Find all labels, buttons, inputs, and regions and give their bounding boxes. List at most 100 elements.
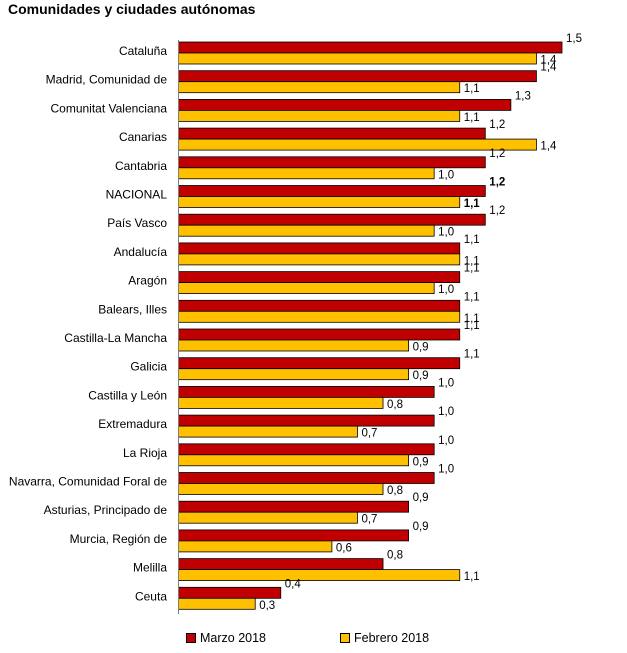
- value-label-murcia-region-de-febrero-2018: 0,6: [336, 542, 352, 554]
- legend-label-marzo: Marzo 2018: [200, 631, 267, 645]
- bar-madrid-comunidad-de-marzo-2018: [178, 70, 537, 83]
- bar-castilla-y-leon-marzo-2018: [178, 385, 435, 398]
- bar-castilla-la-mancha-febrero-2018: [178, 339, 410, 352]
- bar-madrid-comunidad-de-febrero-2018: [178, 81, 461, 94]
- bar-pais-vasco-marzo-2018: [178, 213, 486, 226]
- value-label-canarias-marzo-2018: 1,2: [489, 119, 505, 131]
- labels-group: Cataluña 1,5 1,4 Madrid, Comunidad de 1,4 1,1…: [9, 33, 582, 612]
- bar-nacional-marzo-2018: [178, 185, 486, 197]
- value-label-la-rioja-febrero-2018: 0,9: [413, 456, 429, 468]
- category-label-madrid-comunidad-de: Madrid, Comunidad de: [46, 73, 168, 87]
- value-label-madrid-comunidad-de-marzo-2018: 1,4: [540, 62, 557, 74]
- value-label-andalucia-marzo-2018: 1,1: [464, 234, 480, 246]
- chart-title: Comunidades y ciudades autónomas: [8, 1, 256, 17]
- legend-swatch-marzo: [186, 633, 196, 643]
- value-label-canarias-febrero-2018: 1,4: [540, 141, 557, 153]
- value-label-madrid-comunidad-de-febrero-2018: 1,1: [464, 83, 480, 95]
- legend-item-marzo: Marzo 2018: [186, 631, 266, 645]
- value-label-navarra-comunidad-foral-de-marzo-2018: 1,0: [438, 464, 454, 476]
- bar-canarias-febrero-2018: [178, 138, 537, 151]
- bar-ceuta-febrero-2018: [178, 597, 256, 610]
- value-label-nacional-marzo-2018: 1,2: [489, 177, 505, 189]
- value-label-balears-illes-febrero-2018: 1,1: [464, 313, 480, 325]
- category-label-aragon: Aragón: [128, 274, 167, 288]
- value-label-aragon-febrero-2018: 1,0: [438, 284, 454, 296]
- value-label-ceuta-febrero-2018: 0,3: [259, 600, 275, 612]
- bar-balears-illes-febrero-2018: [178, 310, 461, 323]
- bar-comunitat-valenciana-marzo-2018: [178, 99, 512, 111]
- legend-label-febrero: Febrero 2018: [354, 631, 430, 645]
- category-label-ceuta: Ceuta: [135, 589, 167, 603]
- value-label-murcia-region-de-marzo-2018: 0,9: [413, 521, 429, 533]
- bar-cataluna-marzo-2018: [178, 41, 563, 54]
- category-label-canarias: Canarias: [119, 130, 167, 144]
- bars-group: [178, 41, 563, 610]
- value-label-melilla-marzo-2018: 0,8: [387, 550, 403, 562]
- value-label-cantabria-febrero-2018: 1,0: [438, 169, 454, 181]
- bar-andalucia-marzo-2018: [178, 242, 461, 255]
- bar-la-rioja-febrero-2018: [178, 454, 410, 467]
- category-label-castilla-la-mancha: Castilla-La Mancha: [64, 331, 167, 345]
- category-label-galicia: Galicia: [130, 360, 167, 374]
- value-label-asturias-principado-de-febrero-2018: 0,7: [361, 514, 377, 526]
- bar-balears-illes-marzo-2018: [178, 299, 461, 312]
- value-label-castilla-y-leon-febrero-2018: 0,8: [387, 399, 403, 411]
- value-label-castilla-la-mancha-febrero-2018: 0,9: [413, 342, 429, 354]
- legend-item-febrero: Febrero 2018: [340, 631, 429, 645]
- legend-swatch-febrero: [340, 633, 350, 643]
- value-label-castilla-y-leon-marzo-2018: 1,0: [438, 377, 454, 389]
- category-label-cataluna: Cataluña: [119, 44, 167, 58]
- bar-la-rioja-marzo-2018: [178, 443, 435, 456]
- value-label-cantabria-marzo-2018: 1,2: [489, 148, 505, 160]
- bar-cataluna-febrero-2018: [178, 52, 537, 65]
- bar-aragon-febrero-2018: [178, 282, 435, 295]
- bar-navarra-comunidad-foral-de-marzo-2018: [178, 472, 435, 484]
- value-label-aragon-marzo-2018: 1,1: [464, 263, 480, 275]
- category-label-extremadura: Extremadura: [98, 417, 167, 431]
- value-label-la-rioja-marzo-2018: 1,0: [438, 435, 454, 447]
- bar-castilla-y-leon-febrero-2018: [178, 396, 384, 409]
- category-label-asturias-principado-de: Asturias, Principado de: [44, 503, 168, 517]
- category-label-melilla: Melilla: [133, 561, 167, 575]
- bar-cantabria-febrero-2018: [178, 167, 435, 180]
- bar-melilla-febrero-2018: [178, 569, 461, 581]
- category-label-comunitat-valenciana: Comunitat Valenciana: [50, 101, 167, 115]
- value-label-andalucia-febrero-2018: 1,1: [464, 255, 480, 267]
- value-label-comunitat-valenciana-marzo-2018: 1,3: [515, 90, 531, 102]
- value-label-extremadura-febrero-2018: 0,7: [361, 428, 377, 440]
- bar-murcia-region-de-febrero-2018: [178, 540, 333, 553]
- category-label-andalucia: Andalucía: [114, 245, 168, 259]
- category-label-pais-vasco: País Vasco: [107, 216, 167, 230]
- category-label-navarra-comunidad-foral-de: Navarra, Comunidad Foral de: [9, 475, 167, 489]
- bar-navarra-comunidad-foral-de-febrero-2018: [178, 483, 384, 495]
- value-label-asturias-principado-de-marzo-2018: 0,9: [413, 492, 429, 504]
- bar-castilla-la-mancha-marzo-2018: [178, 328, 461, 341]
- bar-cantabria-marzo-2018: [178, 156, 486, 169]
- bar-nacional-febrero-2018: [178, 196, 461, 208]
- bar-extremadura-marzo-2018: [178, 414, 435, 427]
- bar-ceuta-marzo-2018: [178, 586, 282, 599]
- value-label-ceuta-marzo-2018: 0,4: [285, 578, 302, 590]
- bar-galicia-febrero-2018: [178, 368, 410, 381]
- bar-melilla-marzo-2018: [178, 558, 384, 570]
- value-label-balears-illes-marzo-2018: 1,1: [464, 291, 480, 303]
- value-label-cataluna-marzo-2018: 1,5: [566, 33, 582, 45]
- category-label-balears-illes: Balears, Illes: [98, 302, 167, 316]
- category-label-murcia-region-de: Murcia, Región de: [70, 532, 168, 546]
- bar-pais-vasco-febrero-2018: [178, 224, 435, 237]
- value-label-melilla-febrero-2018: 1,1: [464, 571, 480, 583]
- category-label-cantabria: Cantabria: [115, 159, 167, 173]
- bar-galicia-marzo-2018: [178, 357, 461, 370]
- bar-extremadura-febrero-2018: [178, 425, 358, 438]
- bar-asturias-principado-de-marzo-2018: [178, 500, 410, 513]
- bar-aragon-marzo-2018: [178, 271, 461, 284]
- value-label-extremadura-marzo-2018: 1,0: [438, 406, 454, 418]
- bar-andalucia-febrero-2018: [178, 253, 461, 266]
- category-label-la-rioja: La Rioja: [123, 446, 167, 460]
- value-label-castilla-la-mancha-marzo-2018: 1,1: [464, 320, 480, 332]
- value-label-nacional-febrero-2018: 1,1: [464, 198, 481, 210]
- bar-chart: Cataluña 1,5 1,4 Madrid, Comunidad de 1,4 1,1…: [9, 33, 582, 614]
- bar-asturias-principado-de-febrero-2018: [178, 511, 358, 524]
- value-label-galicia-marzo-2018: 1,1: [464, 349, 480, 361]
- legend: Marzo 2018 Febrero 2018: [186, 631, 606, 649]
